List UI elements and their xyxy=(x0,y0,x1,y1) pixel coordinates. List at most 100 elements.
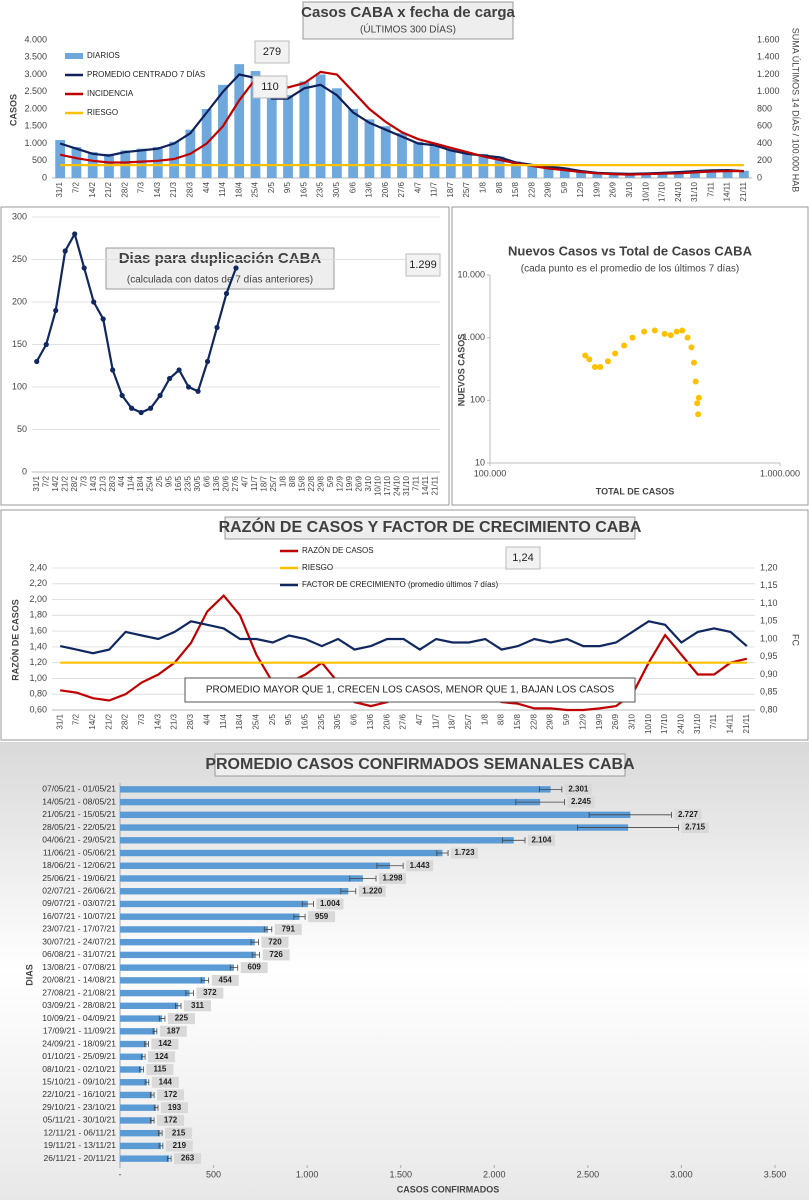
error-bar xyxy=(152,1028,158,1035)
y2-tick-label: 800 xyxy=(757,103,772,113)
value-label-box xyxy=(379,873,407,884)
x-tick-label: 18/7 xyxy=(448,713,457,729)
error-bar xyxy=(538,786,563,793)
y-tick-label: 100 xyxy=(12,381,27,391)
value-label: 2.301 xyxy=(568,784,589,793)
value-label-box xyxy=(564,783,592,795)
x-tick-label: 31/1 xyxy=(55,713,64,729)
bar xyxy=(120,977,205,984)
y2-tick-label: 0,80 xyxy=(760,704,778,714)
value-label: 215 xyxy=(172,1128,186,1137)
y-tick-label: 22/10/21 - 16/10/21 xyxy=(42,1089,116,1099)
x-tick-label: 2/5 xyxy=(268,713,277,725)
bar xyxy=(364,119,375,178)
x-tick-label: 1.000 xyxy=(296,1169,319,1179)
y-tick-label: 2.000 xyxy=(24,103,47,113)
x-tick-label: 23/5 xyxy=(184,475,193,491)
bar xyxy=(608,173,619,178)
bar xyxy=(511,161,521,178)
x-tick-label: 18/7 xyxy=(260,475,269,491)
bar xyxy=(120,837,514,844)
line xyxy=(59,620,748,655)
marker xyxy=(129,405,135,411)
chart-title: Casos CABA x fecha de carga xyxy=(301,4,515,21)
x-tick-label: 28/3 xyxy=(186,713,195,729)
x-tick-label: 29/8 xyxy=(546,713,555,729)
y-axis-label: CASOS xyxy=(8,94,18,126)
x-tick-label: 9/5 xyxy=(165,475,174,487)
bar xyxy=(120,849,443,857)
value-label-box xyxy=(567,796,595,808)
x-tick-label: 31/10 xyxy=(402,475,411,496)
value-label: 144 xyxy=(159,1077,173,1086)
bar xyxy=(120,824,629,831)
value-label: 1.723 xyxy=(455,848,476,857)
x-tick-label: 30/5 xyxy=(332,181,341,197)
title-box xyxy=(105,247,335,290)
x-tick-label: 17/10 xyxy=(383,475,392,496)
x-tick-label: 21/11 xyxy=(742,713,751,733)
point xyxy=(582,352,589,359)
x-tick-label: 23/5 xyxy=(316,181,325,197)
marker xyxy=(81,265,87,271)
x-tick-label: 26/9 xyxy=(609,181,618,197)
point xyxy=(690,359,697,366)
annotation-box xyxy=(254,40,290,64)
bar xyxy=(120,1015,163,1022)
y-tick-label: 24/09/21 - 18/09/21 xyxy=(42,1038,116,1048)
error-bar xyxy=(144,1041,149,1048)
x-tick-label: 11/7 xyxy=(431,713,440,729)
point xyxy=(597,364,604,371)
bar xyxy=(445,148,456,178)
x-tick-label: 27/6 xyxy=(399,713,408,729)
value-label-box xyxy=(159,1025,187,1037)
x-tick-label: 22/8 xyxy=(527,181,536,197)
x-tick-label: 13/6 xyxy=(366,713,375,729)
x-tick-label: 100.000 xyxy=(474,468,507,478)
x-tick-label: 20/6 xyxy=(222,475,231,491)
x-tick-label: 31/1 xyxy=(32,475,41,491)
value-label-box xyxy=(262,949,290,961)
bar xyxy=(55,140,66,178)
x-tick-label: 2.000 xyxy=(483,1169,506,1179)
bar xyxy=(527,164,538,178)
note: PROMEDIO MAYOR QUE 1, CRECEN LOS CASOS, … xyxy=(206,685,615,696)
x-tick-label: 8/8 xyxy=(497,713,506,725)
y-tick-label: 02/07/21 - 26/06/21 xyxy=(42,885,116,895)
title-box xyxy=(302,1,514,40)
y-tick-label: 4.000 xyxy=(24,34,47,44)
x-tick-label: 14/2 xyxy=(51,475,60,491)
y-tick-label: 20/08/21 - 14/08/21 xyxy=(42,975,116,985)
value-label: 187 xyxy=(167,1026,181,1035)
bar xyxy=(120,1079,147,1086)
legend-label: INCIDENCIA xyxy=(87,89,134,98)
bar xyxy=(120,1117,153,1124)
y-axis-label: RAZÓN DE CASOS xyxy=(9,599,20,681)
bar xyxy=(120,951,256,959)
x-tick-label: 10/10 xyxy=(641,181,650,202)
bar xyxy=(120,964,234,971)
bar xyxy=(250,71,261,178)
value-label-box xyxy=(148,1051,176,1063)
y-axis-label: NUEVOS CASOS xyxy=(456,334,466,407)
y-tick-label: 10 xyxy=(475,457,485,467)
x-tick-label: 20/6 xyxy=(381,181,390,197)
x-tick-label: 2.500 xyxy=(577,1169,600,1179)
x-tick-label: 24/10 xyxy=(392,475,401,496)
error-bar xyxy=(158,1142,164,1149)
bar xyxy=(120,1053,144,1060)
error-bar xyxy=(301,900,314,907)
value-label-box xyxy=(211,974,239,986)
y-tick-label: 15/10/21 - 09/10/21 xyxy=(42,1076,116,1086)
bar xyxy=(413,141,424,178)
y2-tick-label: 1.000 xyxy=(757,86,780,96)
x-tick-label: 6/6 xyxy=(350,713,359,725)
x-tick-label: 22/8 xyxy=(307,475,316,491)
x-tick-label: 25/7 xyxy=(464,713,473,729)
bar xyxy=(706,170,717,178)
bar xyxy=(120,1091,153,1099)
x-tick-label: 14/3 xyxy=(89,475,98,491)
y-tick-label: 13/08/21 - 07/08/21 xyxy=(42,962,116,972)
annotation-box xyxy=(252,75,288,99)
point xyxy=(695,394,702,401)
